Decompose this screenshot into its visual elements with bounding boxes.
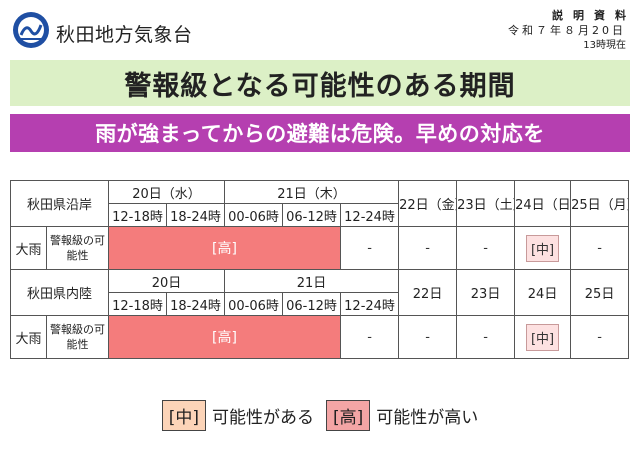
inland-high-period: [高] — [108, 315, 342, 359]
org-name: 秋田地方気象台 — [56, 24, 193, 46]
legend-mid-chip: [中] — [161, 399, 206, 431]
inland-day-header-row: 秋田県内陸 20日 21日 22日 23日 24日 25日 — [9, 269, 630, 316]
coastal-day20: 20日（水） — [108, 180, 226, 204]
coastal-day25: 25日（月） — [570, 180, 630, 227]
inland-slot: 18-24時 — [166, 292, 226, 316]
inland-day25: 25日 — [570, 269, 630, 316]
warning-period-table: 秋田県沿岸 20日（水） 21日（木） 22日（金） 23日（土） 24日（日）… — [9, 180, 630, 359]
coastal-day22: 22日（金） — [398, 180, 458, 227]
inland-value-21-late: - — [340, 315, 400, 359]
inland-value-22: - — [398, 315, 458, 359]
inland-slot-row: 12-18時 18-24時 00-06時 06-12時 12-24時 — [11, 292, 629, 316]
legend-mid-text: 可能性がある — [212, 407, 314, 428]
coastal-slot: 06-12時 — [282, 203, 342, 227]
mid-badge: [中] — [525, 323, 560, 351]
inland-hazard-label: 大雨 — [10, 315, 47, 359]
coastal-row-label: 警報級の可能性 — [45, 226, 110, 270]
inland-heavy-rain-row: 大雨 警報級の可能性 [高] - - - [中] - — [10, 315, 630, 359]
coastal-high-period: [高] — [108, 226, 342, 270]
coastal-hazard-label: 大雨 — [10, 226, 47, 270]
coastal-slot-row: 12-18時 18-24時 00-06時 06-12時 12-24時 — [11, 203, 629, 227]
mid-badge: [中] — [525, 234, 560, 262]
inland-slot: 00-06時 — [224, 292, 284, 316]
legend-high-chip: [高] — [326, 399, 371, 431]
coastal-day-header-row: 秋田県沿岸 20日（水） 21日（木） 22日（金） 23日（土） 24日（日）… — [9, 180, 630, 227]
coastal-value-23: - — [456, 226, 516, 270]
inland-value-24: [中] — [514, 315, 572, 359]
coastal-heavy-rain-row: 大雨 警報級の可能性 [高] - - - [中] - — [10, 226, 630, 270]
legend: [中] 可能性がある [高] 可能性が高い — [0, 398, 640, 432]
inland-day22: 22日 — [398, 269, 458, 316]
coastal-day24: 24日（日） — [514, 180, 572, 227]
inland-day20: 20日 — [108, 269, 226, 293]
coastal-value-24: [中] — [514, 226, 572, 270]
doc-time: 13時現在 — [583, 40, 626, 51]
jma-logo-icon — [13, 12, 49, 48]
coastal-day21: 21日（木） — [224, 180, 400, 204]
doc-type: 説明資料 — [552, 9, 636, 22]
page-subtitle: 雨が強まってからの避難は危険。早めの対応を — [10, 114, 630, 152]
legend-high-text: 可能性が高い — [376, 407, 479, 428]
coastal-day23: 23日（土） — [456, 180, 516, 227]
header: 秋田地方気象台 説明資料 令和７年８月20日 13時現在 — [0, 0, 640, 58]
inland-slot: 12-18時 — [108, 292, 168, 316]
coastal-slot: 12-24時 — [340, 203, 400, 227]
coastal-slot: 18-24時 — [166, 203, 226, 227]
coastal-value-25: - — [570, 226, 630, 270]
inland-day24: 24日 — [514, 269, 572, 316]
page-title: 警報級となる可能性のある期間 — [10, 60, 630, 106]
coastal-value-22: - — [398, 226, 458, 270]
inland-day23: 23日 — [456, 269, 516, 316]
coastal-region-label: 秋田県沿岸 — [9, 180, 110, 227]
inland-region-label: 秋田県内陸 — [9, 269, 110, 316]
coastal-slot: 00-06時 — [224, 203, 284, 227]
inland-value-23: - — [456, 315, 516, 359]
inland-value-25: - — [570, 315, 630, 359]
inland-day21: 21日 — [224, 269, 400, 293]
inland-row-label: 警報級の可能性 — [45, 315, 110, 359]
inland-slot: 06-12時 — [282, 292, 342, 316]
coastal-value-21-late: - — [340, 226, 400, 270]
doc-meta: 説明資料 令和７年８月20日 13時現在 — [508, 8, 626, 53]
coastal-slot: 12-18時 — [108, 203, 168, 227]
inland-slot: 12-24時 — [340, 292, 400, 316]
doc-date: 令和７年８月20日 — [508, 24, 626, 37]
